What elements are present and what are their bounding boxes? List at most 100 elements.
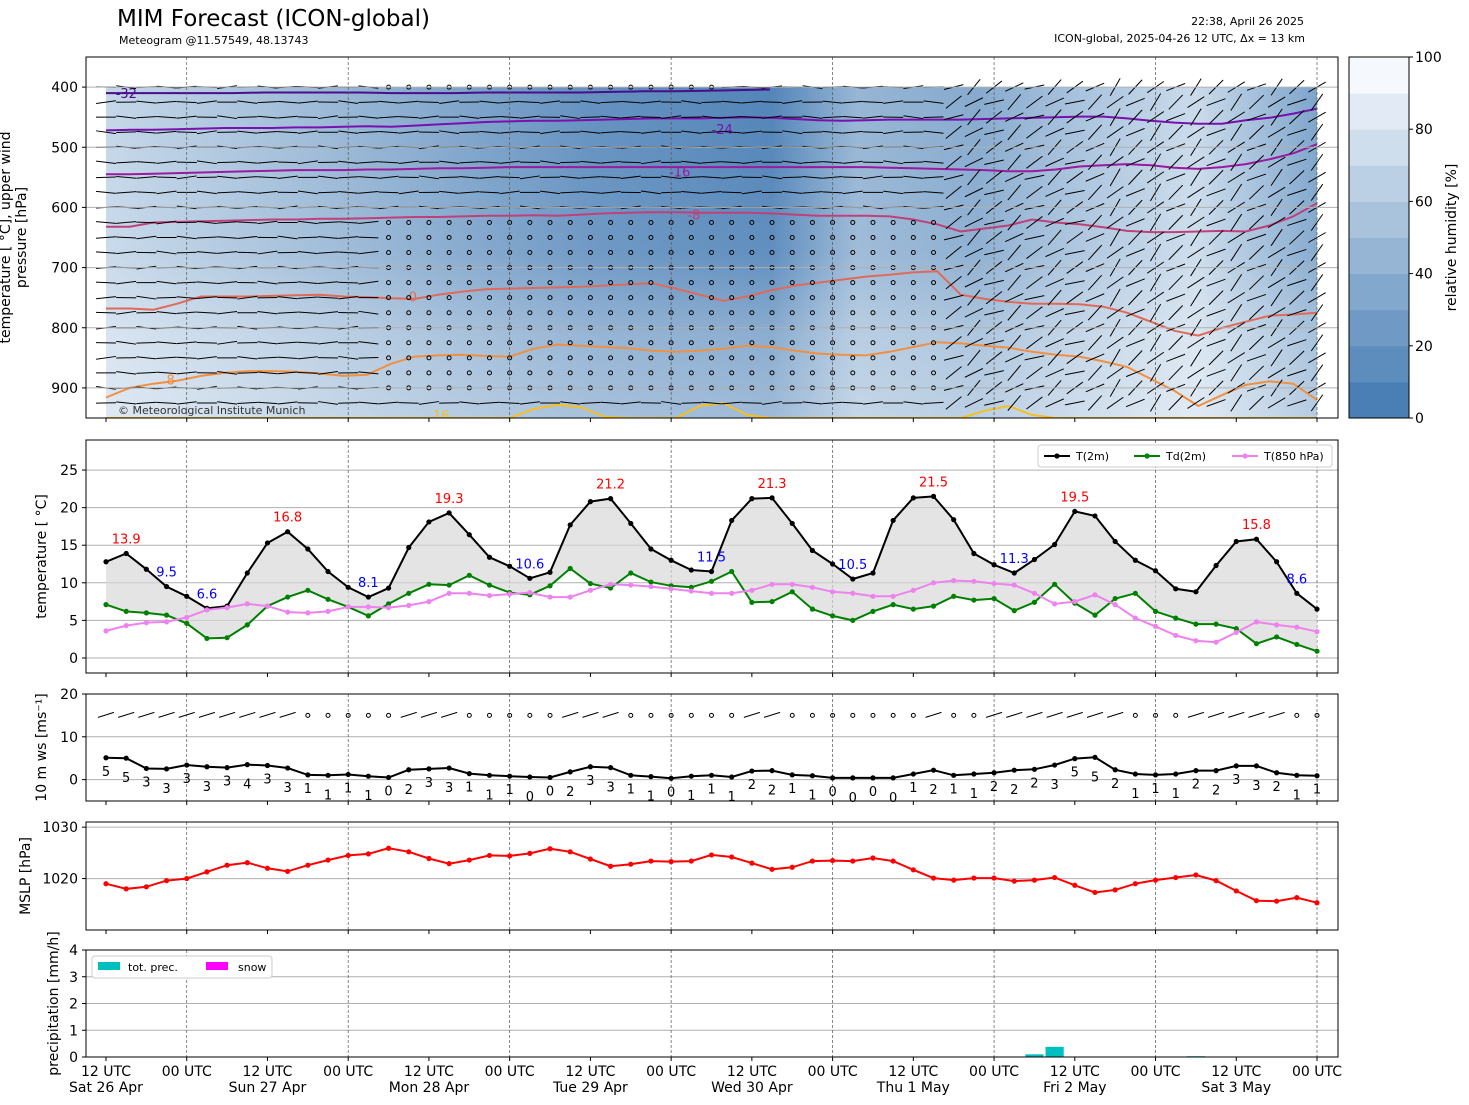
legend-swatch-snow (206, 962, 228, 970)
wind-barb (116, 236, 137, 239)
wind-barb (945, 95, 962, 109)
calm-wind-marker (426, 235, 432, 240)
wind-barb (701, 101, 722, 103)
wind-barb (217, 340, 238, 345)
wind-barb (1064, 220, 1085, 225)
wind-barb (1085, 293, 1105, 303)
calm-wind-marker (567, 235, 573, 240)
date-label: Sat 26 Apr (69, 1080, 143, 1096)
extreme-label: 13.9 (112, 532, 141, 547)
wind-barb (842, 176, 863, 179)
wind-barb (95, 176, 117, 179)
wind-barb (217, 115, 238, 120)
wind-speed-point (365, 773, 371, 779)
date-label: Wed 30 Apr (711, 1080, 793, 1096)
calm-wind-marker (547, 235, 553, 240)
wind-speed-point (285, 765, 291, 771)
mslp-point (628, 861, 634, 867)
wind-barb (1267, 216, 1286, 229)
wind-barb (1270, 168, 1283, 186)
wind-barb (842, 130, 863, 134)
wind-barb (1287, 218, 1307, 227)
data-point (547, 594, 553, 600)
data-point (123, 623, 129, 629)
calm-wind-marker (789, 712, 795, 718)
calm-wind-marker (890, 712, 896, 718)
data-point (567, 594, 573, 600)
wind-barb (519, 131, 540, 134)
wind-barb (1267, 186, 1286, 198)
calm-wind-marker (769, 219, 775, 225)
wind-barb (640, 130, 661, 134)
calm-wind-marker (668, 712, 674, 718)
wind-barb (1047, 229, 1062, 246)
calm-wind-marker (890, 219, 896, 225)
calm-wind-marker (386, 295, 392, 301)
calm-wind-marker (789, 219, 795, 225)
wind-barb (640, 116, 661, 119)
wind-barb (721, 175, 742, 179)
data-point (749, 496, 755, 502)
data-point (708, 578, 715, 584)
calm-wind-marker (527, 310, 533, 316)
mslp-point (1052, 874, 1058, 881)
data-point (930, 580, 937, 586)
wind-barb (1187, 216, 1205, 229)
wind-barb (1087, 214, 1103, 231)
mslp-point (930, 875, 937, 881)
wind-barb (701, 176, 722, 179)
copyright-note: © Meteorological Institute Munich (118, 404, 305, 417)
precip-frame (85, 949, 1339, 1058)
wind-barb (237, 176, 258, 179)
data-point (305, 610, 311, 616)
wind-barb (967, 289, 981, 306)
colorbar-tick-label: 80 (1415, 122, 1433, 138)
wind-barb (1248, 245, 1264, 260)
data-point (1072, 598, 1078, 605)
colorbar-band (1349, 381, 1409, 419)
wind-barb (95, 281, 117, 284)
calm-wind-marker (870, 310, 876, 316)
wind-barb (277, 356, 298, 360)
wind-speed-point (1294, 772, 1300, 778)
wind-barb (721, 191, 742, 194)
wind-barb (519, 175, 540, 180)
wind-barb (741, 100, 762, 104)
calm-wind-marker (870, 280, 876, 286)
mslp-point (1152, 877, 1159, 883)
wind-barb (217, 281, 238, 285)
wind-barb (96, 130, 116, 135)
wind-barb (1166, 113, 1186, 122)
calm-wind-marker (628, 310, 634, 316)
wind-barb (600, 115, 621, 119)
data-point (1213, 621, 1219, 627)
wind-barb (318, 251, 339, 254)
legend-box (91, 955, 273, 979)
data-point (830, 561, 836, 567)
calm-wind-marker (709, 250, 714, 256)
wind-barb (196, 160, 217, 165)
wind-barb (1109, 348, 1121, 367)
calm-wind-marker (648, 712, 654, 718)
wind-barb (237, 221, 258, 224)
wind-barb (459, 401, 480, 405)
wind-speed-label: 0 (526, 790, 534, 805)
mslp-point (305, 862, 311, 868)
wind-barb (1248, 124, 1264, 140)
wind-barb (1287, 128, 1307, 136)
wind-speed-label: 0 (546, 784, 554, 799)
wind-barb (1106, 396, 1124, 410)
colorbar-label: relative humidity [%] (1444, 164, 1460, 312)
wind-barb (862, 115, 883, 119)
calm-wind-marker (587, 250, 593, 256)
data-point (1011, 608, 1017, 614)
wind-barb (1230, 93, 1243, 111)
calm-wind-marker (1132, 712, 1138, 718)
wind-barb (136, 221, 157, 224)
data-point (426, 519, 432, 525)
calm-wind-marker (809, 280, 815, 286)
y-tick-label: 700 (51, 261, 78, 277)
wind-speed-label: 0 (849, 791, 857, 806)
y-tick-label: 20 (60, 687, 78, 703)
data-point (1294, 624, 1300, 630)
